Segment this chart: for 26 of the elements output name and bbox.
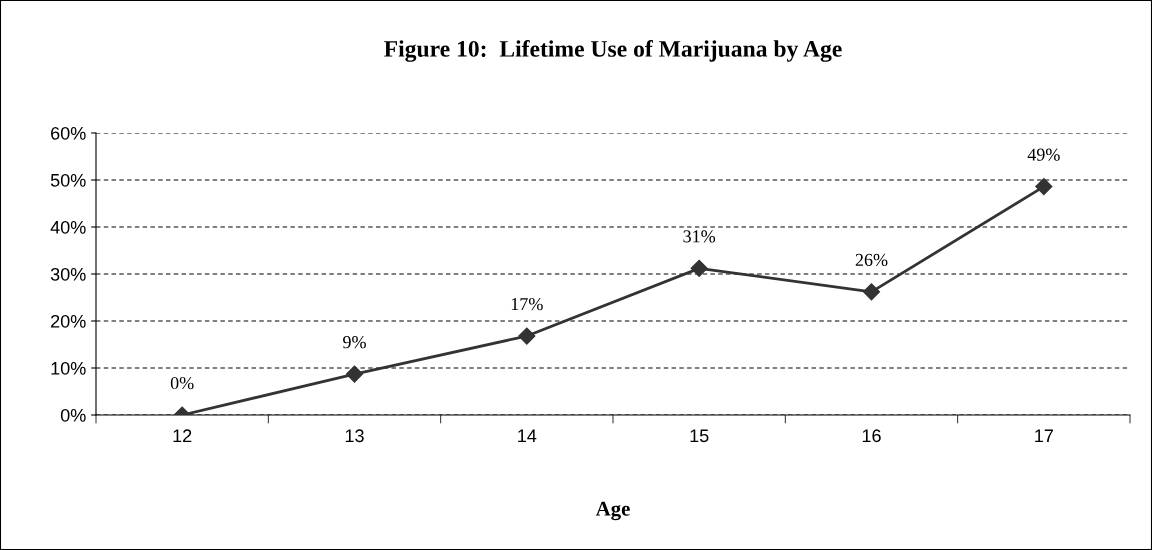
point <box>862 283 881 301</box>
y-tick-label: 10% <box>51 361 86 375</box>
x-tick-label: 15 <box>690 429 709 443</box>
y-tick-label: 60% <box>51 126 86 140</box>
point <box>690 259 708 277</box>
point <box>518 327 536 345</box>
data-label: 9% <box>343 336 366 349</box>
x-axis-title: Age <box>595 501 630 521</box>
y-tick-label: 30% <box>50 267 86 281</box>
y-tick-label: 50% <box>50 173 86 187</box>
data-label: 49% <box>1027 148 1060 161</box>
x-tick-label: 13 <box>345 429 364 443</box>
data-label: 26% <box>855 253 888 267</box>
data-label: 31% <box>683 230 716 243</box>
x-tick-label: 14 <box>518 429 537 442</box>
x-tick-label: 16 <box>862 429 881 443</box>
x-tick-label: 17 <box>1035 429 1053 442</box>
point <box>1035 178 1053 196</box>
y-tick-label: 0% <box>60 408 86 422</box>
chart-title: Figure 10: Lifetime Use of Marijuana by Age <box>384 39 842 62</box>
y-tick-label: 20% <box>51 314 86 328</box>
y-tick-label: 40% <box>50 220 86 234</box>
x-tick-label: 12 <box>173 429 192 442</box>
data-label: 17% <box>511 297 543 311</box>
data-label: 0% <box>170 376 194 390</box>
point <box>345 365 364 383</box>
